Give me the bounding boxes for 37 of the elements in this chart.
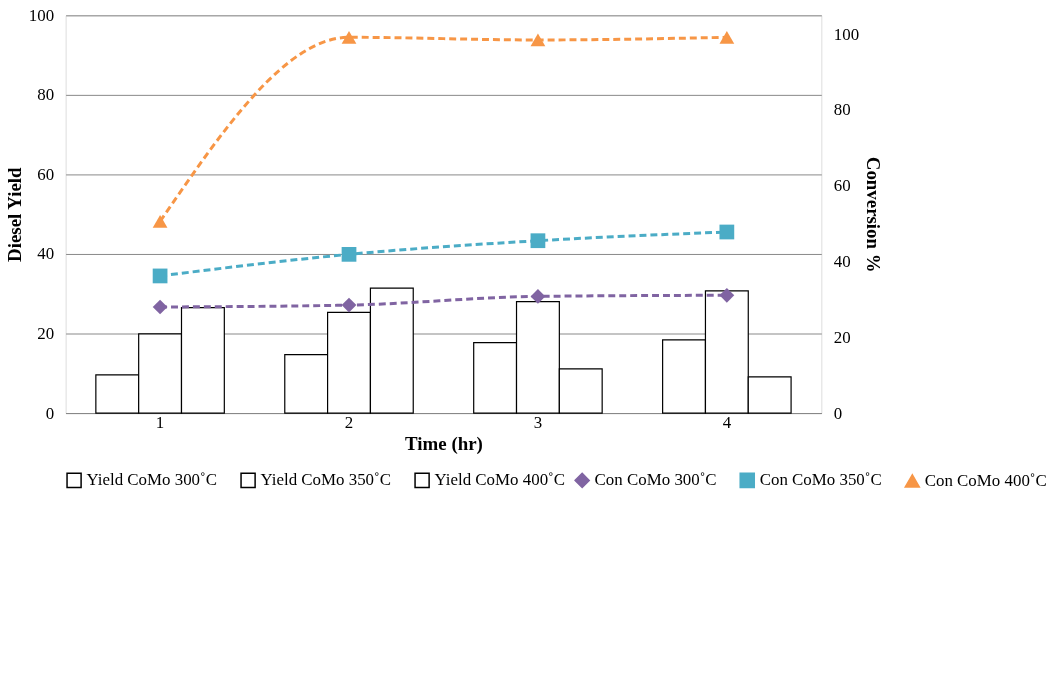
point [152,268,168,284]
y-tick-label: 80 [37,85,55,105]
point [152,299,168,315]
y2-tick-label: 100 [833,24,860,44]
legend-label: Yield CoMo 400˚C [434,470,565,490]
point [530,233,546,249]
y-tick-label: 0 [45,403,55,423]
x-tick-label: 3 [533,413,543,433]
y-tick-label: 20 [37,323,55,343]
y-tick-label: 40 [37,244,55,264]
point [530,289,546,304]
y2-tick-label: 80 [833,100,851,120]
point [719,287,735,303]
y-tick-label: 60 [37,164,55,184]
legend-label: Con CoMo 350˚C [759,470,882,490]
point [341,30,357,44]
y2-tick-label: 60 [833,176,851,196]
x-tick-label: 1 [155,413,165,433]
point [719,30,735,44]
legend-label: Yield CoMo 350˚C [260,470,391,490]
y-tick-label: 100 [28,5,55,25]
point [719,224,735,240]
point [341,297,357,313]
legend-label: Yield CoMo 300˚C [86,470,217,490]
y2-tick-label: 20 [833,327,851,347]
y2-axis-title: Conversion % [863,156,885,273]
x-tick-label: 4 [722,413,732,433]
x-axis-title: Time (hr) [405,433,483,456]
legend-label: Con CoMo 300˚C [594,470,717,490]
y2-tick-label: 0 [833,403,843,423]
point [341,246,357,262]
y-axis-title: Diesel Yield [3,166,25,262]
point [530,33,546,47]
legend-label: Con CoMo 400˚C [924,470,1047,490]
y2-tick-label: 40 [833,252,851,272]
x-tick-label: 2 [344,413,354,433]
point [152,215,168,228]
